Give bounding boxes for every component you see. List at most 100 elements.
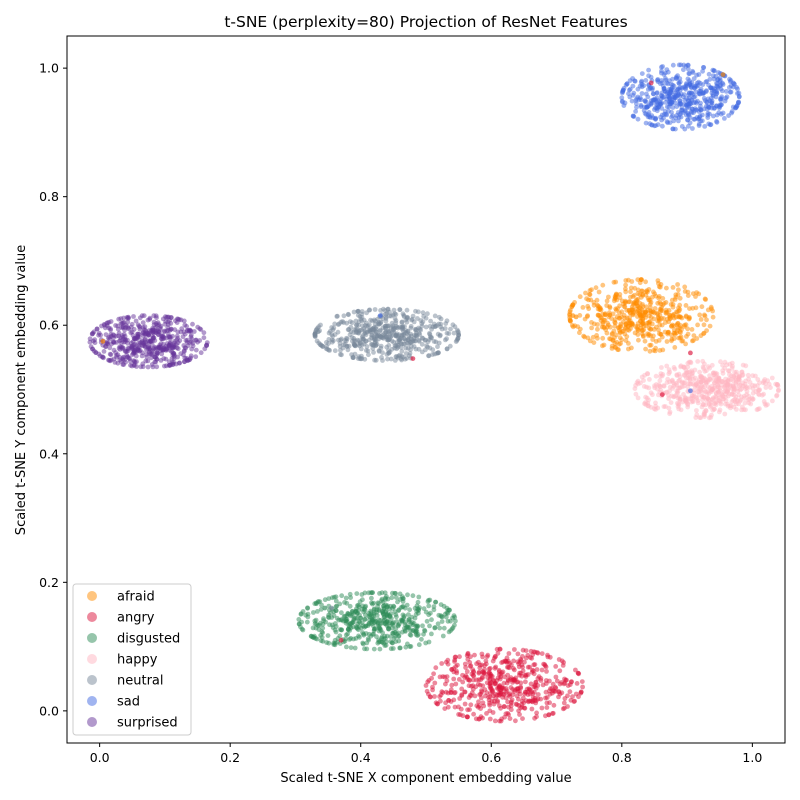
point-surprised	[103, 332, 109, 337]
point-angry	[514, 702, 520, 707]
point-happy	[748, 401, 754, 407]
point-sad	[619, 95, 625, 101]
point-surprised	[189, 346, 195, 352]
point-angry	[467, 678, 472, 683]
point-surprised	[148, 339, 154, 344]
point-surprised	[154, 364, 160, 370]
point-neutral	[371, 334, 377, 340]
point-disgusted	[426, 639, 432, 645]
point-neutral	[347, 319, 353, 324]
point-angry	[454, 670, 460, 676]
point-surprised	[176, 360, 182, 366]
point-neutral	[352, 342, 357, 348]
point-angry	[456, 712, 461, 717]
point-surprised	[107, 351, 113, 357]
point-afraid	[623, 278, 629, 283]
point-sad	[708, 85, 713, 91]
point-sad	[681, 67, 686, 73]
point-disgusted	[362, 616, 368, 622]
point-angry	[460, 713, 466, 719]
point-neutral	[380, 335, 386, 341]
point-afraid	[586, 297, 591, 303]
point-sad	[736, 100, 741, 105]
point-afraid	[704, 328, 709, 333]
point-afraid	[637, 292, 643, 297]
point-neutral	[387, 313, 392, 319]
point-neutral	[337, 344, 343, 349]
point-afraid	[586, 306, 592, 312]
point-angry	[572, 698, 577, 704]
legend-marker	[87, 717, 97, 727]
point-happy	[673, 393, 679, 398]
point-neutral	[334, 314, 340, 319]
series-happy-points	[632, 358, 781, 421]
point-sad	[707, 111, 712, 117]
point-happy	[733, 401, 739, 407]
point-afraid	[701, 331, 706, 337]
point-happy	[744, 392, 749, 398]
point-afraid	[655, 312, 661, 317]
point-afraid	[653, 324, 659, 330]
point-neutral	[448, 326, 453, 332]
point-disgusted	[361, 632, 367, 638]
point-afraid	[639, 307, 645, 312]
point-disgusted	[424, 618, 430, 624]
point-sad	[687, 71, 692, 77]
point-surprised	[168, 321, 174, 326]
point-afraid	[657, 348, 663, 353]
point-surprised	[93, 350, 99, 355]
point-disgusted	[429, 631, 434, 637]
point-neutral	[339, 352, 344, 358]
point-surprised	[139, 353, 145, 359]
point-afraid	[595, 306, 601, 312]
point-happy	[762, 401, 768, 407]
point-angry	[453, 681, 459, 687]
point-neutral	[320, 343, 325, 349]
point-neutral	[353, 318, 359, 324]
point-surprised	[175, 335, 181, 341]
point-angry	[546, 712, 552, 718]
point-afraid	[636, 337, 641, 343]
point-angry	[559, 658, 565, 664]
point-surprised	[182, 322, 188, 328]
point-happy	[757, 380, 762, 386]
point-angry	[523, 648, 529, 653]
point-disgusted	[407, 607, 412, 613]
point-angry	[489, 698, 495, 704]
point-happy	[653, 373, 659, 379]
point-angry	[449, 667, 455, 672]
point-neutral	[326, 330, 332, 336]
point-neutral	[382, 323, 388, 329]
point-angry	[484, 690, 490, 696]
point-disgusted	[416, 608, 421, 613]
point-neutral	[336, 337, 341, 343]
point-afraid	[705, 307, 711, 313]
point-angry	[553, 674, 559, 680]
point-sad	[692, 108, 698, 113]
point-afraid	[614, 339, 620, 345]
legend-item-afraid: afraid	[87, 590, 155, 605]
point-happy	[753, 389, 759, 395]
point-happy	[774, 393, 779, 399]
point-angry	[481, 670, 487, 676]
point-happy	[659, 365, 664, 370]
point-disgusted	[351, 616, 357, 621]
point-angry	[486, 669, 492, 675]
point-sad	[713, 88, 719, 94]
point-sad	[670, 105, 676, 110]
point-afraid	[676, 335, 682, 341]
legend-marker	[87, 612, 97, 622]
point-afraid	[697, 312, 703, 318]
point-surprised	[170, 345, 176, 351]
point-disgusted	[331, 613, 337, 618]
point-sad	[671, 118, 677, 124]
point-sad	[670, 113, 675, 119]
point-afraid	[645, 289, 650, 295]
point-sad	[662, 70, 668, 76]
point-angry	[444, 678, 450, 684]
point-disgusted	[318, 633, 324, 638]
point-afraid	[622, 331, 628, 337]
point-angry	[338, 637, 344, 643]
point-sad	[659, 117, 664, 123]
point-disgusted	[452, 622, 457, 628]
